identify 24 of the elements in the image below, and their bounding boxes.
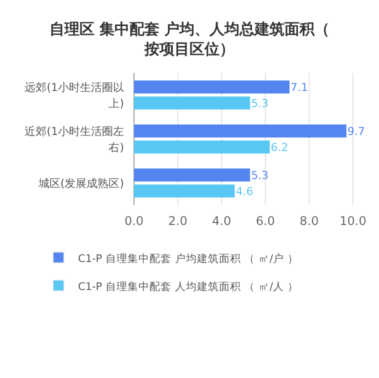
x-tick-label: 10.0 bbox=[340, 214, 366, 228]
x-tick-label: 0.0 bbox=[124, 214, 144, 228]
x-tick-label: 8.0 bbox=[300, 214, 319, 228]
legend-label: C1-P 自理集中配套 人均建筑面积 （ ㎡/人 ） bbox=[78, 280, 298, 293]
bar bbox=[134, 96, 250, 110]
y-tick-label: 城区(发展成熟区) bbox=[37, 177, 124, 190]
data-label: 5.3 bbox=[251, 97, 269, 110]
y-tick-label: 近郊(1小时生活圈左右) bbox=[24, 125, 124, 154]
chart-title: 自理区 集中配套 户均、人均总建筑面积（按项目区位） bbox=[49, 20, 330, 58]
x-tick-label: 2.0 bbox=[168, 214, 188, 228]
data-label: 5.3 bbox=[251, 169, 269, 182]
bar bbox=[134, 184, 235, 198]
legend-label: C1-P 自理集中配套 户均建筑面积 （ ㎡/户 ） bbox=[78, 252, 298, 265]
bar bbox=[134, 140, 270, 154]
bar bbox=[134, 168, 250, 182]
data-label: 7.1 bbox=[290, 81, 308, 94]
x-tick-label: 4.0 bbox=[212, 214, 232, 228]
y-tick-label: 远郊(1小时生活圈以上) bbox=[24, 81, 124, 110]
data-label: 4.6 bbox=[236, 185, 254, 198]
data-label: 6.2 bbox=[270, 141, 288, 154]
bar bbox=[134, 80, 290, 94]
data-label: 9.7 bbox=[347, 125, 365, 138]
x-tick-label: 6.0 bbox=[256, 214, 275, 228]
bar bbox=[134, 124, 346, 138]
